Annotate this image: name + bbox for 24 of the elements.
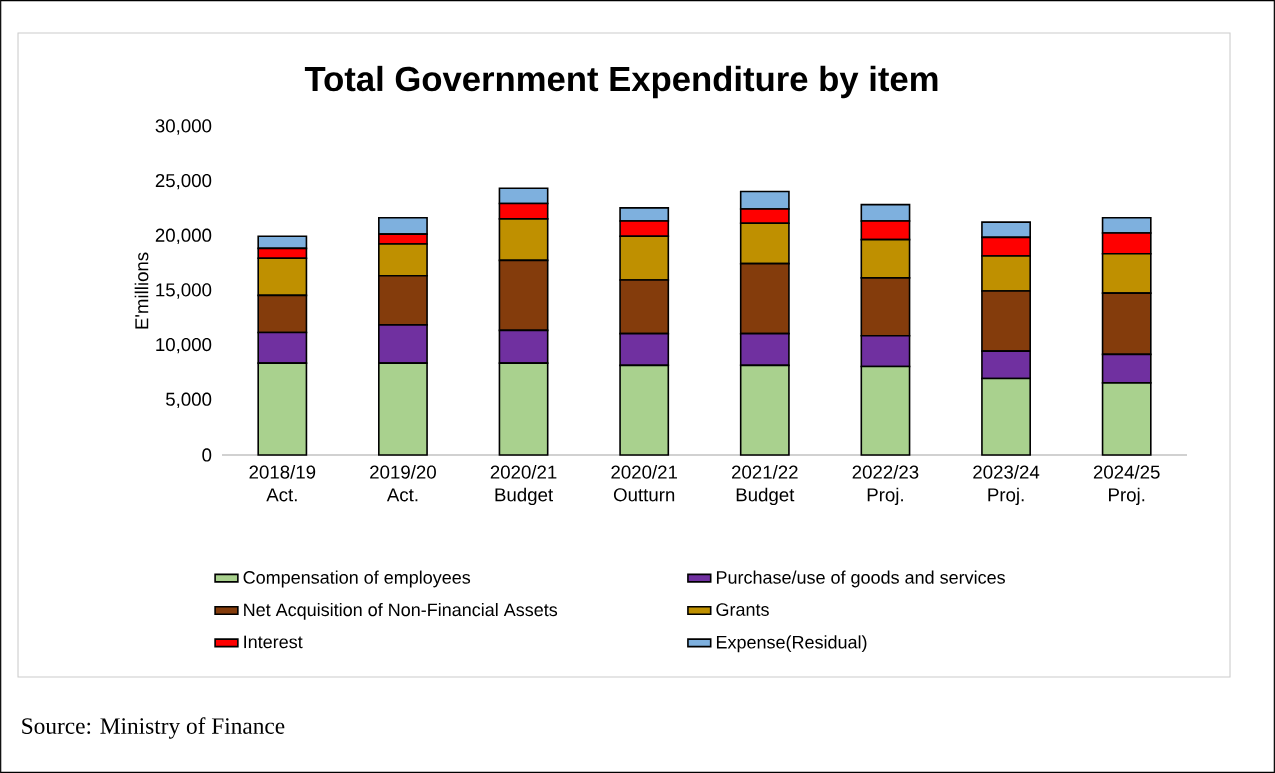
y-tick-label: 20,000 <box>155 228 212 245</box>
legend-label: Net Acquisition of Non-Financial Assets <box>244 602 558 620</box>
x-tick-label: 2024/25 Proj. <box>1093 465 1160 506</box>
legend-label: Grants <box>716 603 769 616</box>
y-tick-label: 25,000 <box>155 173 212 190</box>
legend-label: Expense(Residual) <box>716 635 867 653</box>
y-tick-label: 5,000 <box>166 392 212 409</box>
y-axis-title: E'millions <box>134 252 149 329</box>
x-tick-label: 2019/20 Act. <box>370 465 436 502</box>
x-tick-label: 2018/19 Act. <box>249 465 316 502</box>
chart-title: Total Government Expenditure by item <box>304 65 938 99</box>
x-tick-label: 2021/22 Budget <box>732 465 798 506</box>
x-tick-label: 2022/23 Proj. <box>852 465 919 506</box>
y-tick-label: 15,000 <box>156 283 212 299</box>
legend-label: Purchase/use of goods and services <box>716 570 1005 588</box>
source-note: Source: Ministry of Finance <box>22 717 285 739</box>
x-tick-label: 2020/21 Budget <box>490 465 557 506</box>
x-tick-label: 2023/24 Proj. <box>973 465 1040 506</box>
y-tick-label: 0 <box>202 448 212 462</box>
x-tick-label: 2020/21 Outturn <box>611 465 677 502</box>
y-tick-label: 30,000 <box>155 119 212 135</box>
legend-label: Interest <box>244 635 303 649</box>
y-tick-label: 10,000 <box>156 337 212 354</box>
legend-label: Compensation of employees <box>243 570 471 588</box>
